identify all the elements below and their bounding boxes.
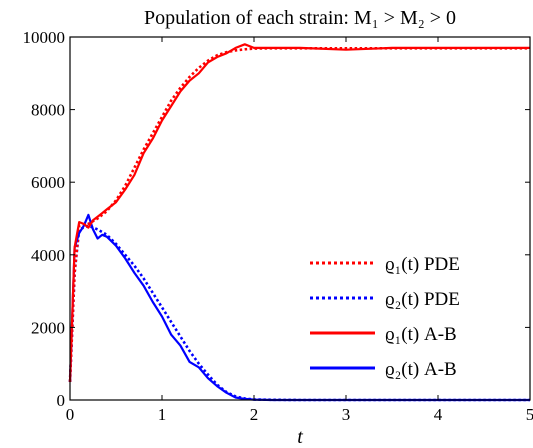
x-tick-label: 4 — [434, 405, 443, 424]
legend-label-4: ϱ₂(t) A-B — [385, 359, 457, 380]
legend-label-1: ϱ₁(t) PDE — [385, 254, 460, 275]
axis-ticks: 0 1 2 3 4 5 0 2000 4000 6000 8000 10000 — [23, 28, 533, 424]
plot-area — [68, 43, 530, 402]
axes-frame — [69, 36, 531, 401]
legend-label-2: ϱ₂(t) PDE — [385, 289, 460, 310]
x-tick-label: 3 — [342, 405, 351, 424]
y-tick-label: 2000 — [31, 318, 65, 337]
y-tick-label: 4000 — [31, 246, 65, 265]
x-tick-label: 1 — [158, 405, 167, 424]
x-tick-label: 0 — [66, 405, 75, 424]
chart-title: Population of each strain: M₁ > M₂ > 0 — [144, 7, 456, 29]
x-tick-label: 5 — [526, 405, 533, 424]
series-line-2 — [68, 224, 530, 402]
series-line-3 — [68, 43, 530, 382]
y-tick-label: 0 — [57, 391, 66, 410]
series-line-1 — [68, 47, 530, 382]
y-tick-label: 8000 — [31, 101, 65, 120]
y-tick-label: 6000 — [31, 173, 65, 192]
legend: ϱ₁(t) PDE ϱ₂(t) PDE ϱ₁(t) A-B ϱ₂(t) A-B — [310, 254, 460, 380]
y-tick-label: 10000 — [23, 28, 66, 47]
legend-label-3: ϱ₁(t) A-B — [385, 324, 457, 345]
series-line-4 — [68, 213, 530, 402]
x-axis-label: t — [297, 426, 303, 448]
x-tick-label: 2 — [250, 405, 259, 424]
